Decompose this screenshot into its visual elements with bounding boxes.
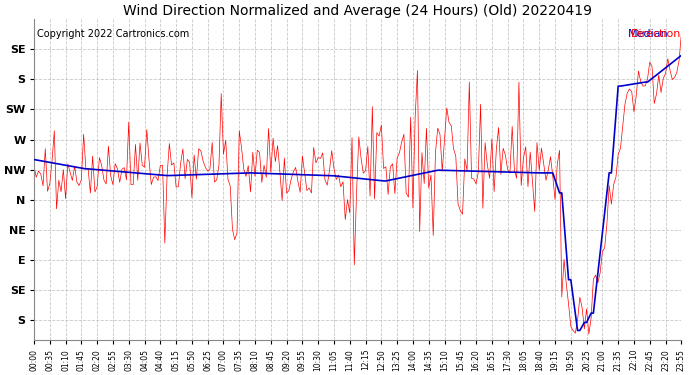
Title: Wind Direction Normalized and Average (24 Hours) (Old) 20220419: Wind Direction Normalized and Average (2… bbox=[124, 4, 592, 18]
Text: Direction: Direction bbox=[631, 29, 681, 39]
Text: Copyright 2022 Cartronics.com: Copyright 2022 Cartronics.com bbox=[37, 29, 190, 39]
Text: Median: Median bbox=[628, 29, 669, 39]
